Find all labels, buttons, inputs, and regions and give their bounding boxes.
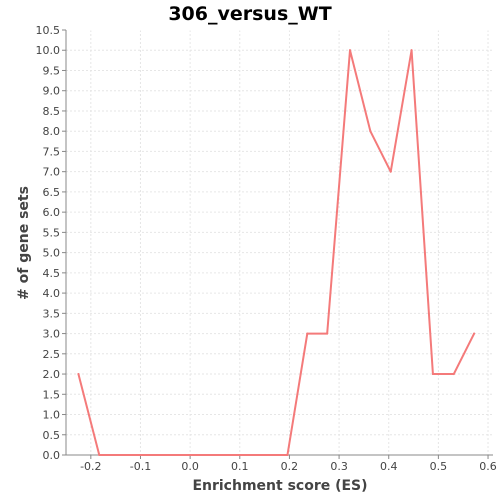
y-tick-label: 8.0 — [43, 125, 61, 138]
series-line-segment — [410, 49, 434, 376]
y-tick-label: 4.0 — [43, 287, 61, 300]
x-tick-label: 0.4 — [380, 460, 398, 473]
y-tick-label: 10.0 — [36, 44, 61, 57]
data-point — [452, 373, 455, 376]
x-tick-label: 0.1 — [231, 460, 249, 473]
series-line-segment — [369, 130, 392, 173]
y-tick-label: 3.5 — [43, 307, 61, 320]
y-tick-label: 2.0 — [43, 368, 61, 381]
data-point — [473, 332, 476, 335]
series — [77, 49, 476, 456]
x-tick-label: 0.0 — [181, 460, 199, 473]
chart-title: 306_versus_WT — [168, 3, 331, 25]
data-point — [349, 49, 352, 52]
y-tick-label: 8.5 — [43, 105, 61, 118]
data-point — [77, 373, 80, 376]
y-tick-label: 6.0 — [43, 206, 61, 219]
data-point — [306, 332, 309, 335]
series-line-segment — [389, 49, 413, 173]
series-line-segment — [349, 49, 372, 133]
series-line-segment — [286, 332, 309, 456]
x-tick-label: -0.1 — [130, 460, 151, 473]
y-tick-label: 1.0 — [43, 409, 61, 422]
data-point — [286, 454, 289, 456]
y-ticks: 0.0 0.5 1.0 1.5 2.0 2.5 3.0 3.5 4.0 4.5 5.0 5.5 6.0 6… — [36, 24, 66, 462]
y-tick-label: 5.5 — [43, 226, 61, 239]
y-tick-label: 4.5 — [43, 267, 61, 280]
y-tick-label: 9.5 — [43, 64, 61, 77]
x-axis-label: Enrichment score (ES) — [192, 478, 367, 494]
x-tick-label: -0.2 — [80, 460, 101, 473]
series-line-segment — [326, 49, 352, 335]
y-tick-label: 2.5 — [43, 348, 61, 361]
y-tick-label: 5.0 — [43, 247, 61, 260]
y-tick-label: 7.0 — [43, 166, 61, 179]
data-point — [98, 454, 101, 456]
y-tick-label: 3.0 — [43, 328, 61, 341]
x-tick-label: 0.3 — [330, 460, 348, 473]
y-tick-label: 10.5 — [36, 24, 61, 37]
x-tick-label: 0.5 — [430, 460, 448, 473]
data-point — [410, 49, 413, 52]
y-axis-label: # of gene sets — [16, 186, 32, 300]
x-tick-label: 0.6 — [479, 460, 497, 473]
data-point — [431, 373, 434, 376]
y-tick-label: 6.5 — [43, 186, 61, 199]
series-line-segment — [452, 332, 476, 376]
data-point — [369, 130, 372, 133]
data-point — [389, 170, 392, 173]
y-tick-label: 0.0 — [43, 449, 61, 462]
y-tick-label: 0.5 — [43, 429, 61, 442]
x-ticks: -0.2 -0.1 0.0 0.1 0.2 0.3 0.4 0.5 0.6 — [80, 455, 497, 473]
y-tick-label: 7.5 — [43, 145, 61, 158]
data-point — [326, 332, 329, 335]
series-line-segment — [77, 373, 101, 456]
x-tick-label: 0.2 — [281, 460, 299, 473]
y-tick-label: 1.5 — [43, 388, 61, 401]
y-tick-label: 9.0 — [43, 85, 61, 98]
